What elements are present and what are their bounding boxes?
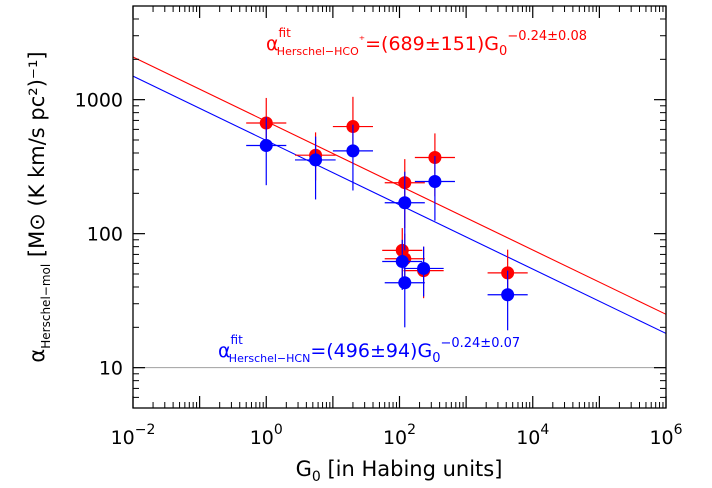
y-axis-title: αHerschel−mol [M⊙ (K km/s pc²)⁻¹] bbox=[25, 51, 53, 362]
x-tick-label-1: 10−2 bbox=[111, 422, 156, 449]
data-point-s2-3 bbox=[332, 124, 373, 191]
point-marker bbox=[309, 153, 323, 167]
point-marker bbox=[259, 138, 273, 152]
x-tick-label-4: 104 bbox=[516, 422, 549, 449]
x-tick-label-2: 100 bbox=[250, 422, 283, 449]
y-tick-label-2: 100 bbox=[87, 224, 123, 246]
x-axis-title: G0 [in Habing units] bbox=[296, 457, 503, 485]
point-marker bbox=[428, 175, 442, 189]
point-marker bbox=[501, 288, 515, 302]
data-point-s2-2 bbox=[294, 136, 336, 200]
point-marker bbox=[346, 144, 360, 158]
data-point-s2-7 bbox=[403, 246, 444, 297]
point-marker bbox=[398, 276, 412, 290]
data-point-s2-9 bbox=[487, 270, 528, 331]
fit-annotation-1: αfit Herschel−HCO⁺=(689±151)G0−0.24±0.08 bbox=[266, 26, 587, 59]
point-marker bbox=[398, 196, 412, 210]
point-marker bbox=[395, 254, 409, 268]
fit-annotation-2: αfit Herschel−HCN=(496±94)G0−0.24±0.07 bbox=[218, 333, 520, 366]
x-tick-label-3: 102 bbox=[383, 422, 416, 449]
data-point-s2-4 bbox=[384, 171, 425, 251]
y-tick-label-1: 10 bbox=[99, 358, 123, 380]
x-tick-label-5: 106 bbox=[649, 422, 682, 449]
data-point-s2-8 bbox=[414, 155, 455, 221]
y-tick-label-3: 1000 bbox=[75, 90, 123, 112]
data-point-s2-1 bbox=[246, 117, 287, 186]
data-point-s2-6 bbox=[384, 258, 425, 328]
point-marker bbox=[417, 261, 431, 275]
